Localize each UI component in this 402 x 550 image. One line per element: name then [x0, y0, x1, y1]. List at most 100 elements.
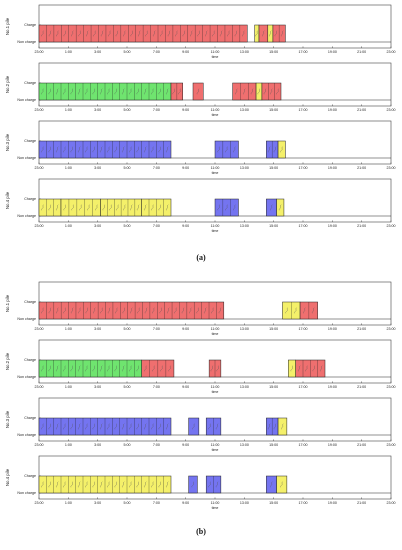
cell-squiggle [121, 481, 125, 488]
x-tick-label: 19:00 [328, 443, 337, 447]
charge-segment [276, 475, 288, 494]
x-tick-label: 9:00 [182, 50, 189, 54]
cell-squiggle [274, 30, 278, 37]
cell-squiggle [48, 88, 52, 95]
charge-segment [60, 198, 101, 217]
cell-mark [250, 88, 254, 95]
cell-mark [227, 30, 230, 37]
cell-squiggle [123, 204, 126, 211]
cell-squiggle [55, 481, 59, 488]
cell-mark [215, 481, 219, 488]
cell-squiggle [136, 481, 140, 488]
cell-squiggle [121, 423, 125, 430]
cell-squiggle [77, 481, 81, 488]
cell-squiggle [270, 88, 273, 95]
x-axis-label: time [212, 448, 219, 452]
charge-segment [258, 24, 269, 43]
x-tick-label: 1:00 [65, 443, 72, 447]
cell-mark [167, 30, 171, 37]
cell-mark [92, 146, 96, 153]
cell-squiggle [116, 204, 119, 211]
cell-mark [107, 146, 110, 153]
cell-squiggle [144, 365, 147, 372]
x-axis-label: time [212, 171, 219, 175]
cell-mark [137, 307, 140, 314]
cell-squiggle [115, 307, 118, 314]
cell-mark [99, 146, 103, 153]
x-tick-label: 21:00 [357, 50, 366, 54]
cell-mark [79, 204, 82, 211]
cell-squiggle [217, 204, 221, 211]
cell-squiggle [41, 365, 44, 372]
x-tick-label: 23:00 [35, 443, 44, 447]
cell-squiggle [278, 204, 282, 211]
x-tick-label: 7:00 [153, 224, 160, 228]
x-tick-label: 9:00 [182, 108, 189, 112]
cell-squiggle [114, 481, 118, 488]
cell-squiggle [41, 146, 44, 153]
y-label-charge: Charge [24, 474, 36, 478]
x-tick-label: 7:00 [153, 327, 160, 331]
cell-mark [172, 88, 176, 95]
cell-squiggle [235, 88, 238, 95]
cell-mark [85, 146, 88, 153]
charge-segment [266, 198, 277, 217]
x-tick-label: 15:00 [269, 327, 278, 331]
charge-segment [267, 24, 274, 43]
cell-squiggle [158, 146, 162, 153]
cell-squiggle [159, 307, 163, 314]
cell-mark [93, 30, 96, 37]
cell-mark [217, 146, 221, 153]
cell-squiggle [41, 307, 44, 314]
cell-mark [130, 204, 133, 211]
cell-squiggle [165, 423, 169, 430]
cell-squiggle [109, 204, 112, 211]
y-label-non-charge: Non charge [17, 156, 36, 160]
x-tick-label: 15:00 [269, 50, 278, 54]
cell-squiggle [197, 30, 201, 37]
cell-squiggle [165, 146, 169, 153]
cell-mark [129, 146, 132, 153]
x-axis-label: time [212, 113, 219, 117]
cell-mark [168, 365, 171, 372]
cell-mark [77, 423, 81, 430]
cell-mark [100, 307, 103, 314]
charge-segment [277, 140, 286, 159]
cell-squiggle [263, 88, 267, 95]
cell-mark [233, 146, 236, 153]
cell-mark [270, 204, 273, 211]
cell-squiggle [129, 423, 132, 430]
x-tick-label: 19:00 [328, 385, 337, 389]
cell-mark [129, 88, 132, 95]
cell-mark [55, 204, 59, 211]
cell-mark [158, 204, 162, 211]
cell-squiggle [78, 30, 82, 37]
cell-squiggle [85, 88, 88, 95]
pile-label: No.4 pile [5, 468, 10, 486]
cell-squiggle [63, 307, 66, 314]
x-tick-label: 11:00 [211, 327, 220, 331]
cell-mark [123, 204, 126, 211]
cell-squiggle [92, 481, 96, 488]
cell-mark [211, 307, 214, 314]
y-label-charge: Charge [24, 81, 36, 85]
x-tick-label: 21:00 [357, 443, 366, 447]
x-tick-label: 7:00 [153, 50, 160, 54]
cell-squiggle [216, 365, 220, 372]
x-tick-label: 23:00 [35, 108, 44, 112]
cell-mark [165, 481, 169, 488]
cell-squiggle [55, 146, 59, 153]
charge-segment [188, 475, 198, 494]
cell-squiggle [273, 146, 277, 153]
cell-squiggle [48, 365, 52, 372]
x-tick-label: 23:00 [387, 108, 396, 112]
x-tick-label: 17:00 [299, 443, 308, 447]
x-tick-label: 11:00 [211, 166, 220, 170]
cell-squiggle [107, 146, 110, 153]
cell-squiggle [208, 423, 211, 430]
cell-squiggle [208, 481, 211, 488]
pile-label: No.4 pile [5, 191, 10, 209]
cell-squiggle [48, 204, 52, 211]
cell-mark [41, 88, 44, 95]
cell-mark [41, 30, 44, 37]
